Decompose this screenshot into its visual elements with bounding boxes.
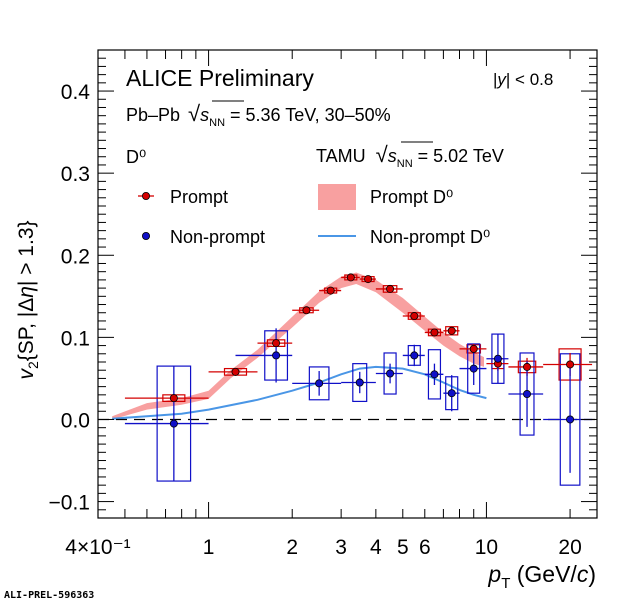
y-tick-label-2: 0.1: [61, 327, 90, 350]
plot-frame: [97, 49, 598, 519]
axis-ticks-layer: 4×10⁻¹ 1 2 3 4 5 6 10 20 −0.1 0.0 0.1 0.2 0.3 0.4: [49, 50, 597, 559]
nonprompt-point-4: [386, 369, 395, 378]
collision-system-label: Pb–Pb √sNN = 5.36 TeV, 30–50%: [126, 101, 391, 129]
nonprompt-point-10: [523, 390, 532, 399]
error-bars-layer: [124, 274, 593, 482]
prompt-point-11: [469, 344, 478, 353]
nonprompt-model-line: [112, 365, 487, 420]
x-tick-label-4: 4: [370, 536, 382, 559]
y-tick-label-1: 0.0: [61, 409, 90, 432]
nonprompt-point-1: [272, 351, 281, 360]
legend-prompt-band-label: Prompt D⁰: [370, 187, 453, 207]
prompt-point-4: [326, 286, 335, 295]
prompt-point-7: [386, 284, 395, 293]
prompt-point-0: [169, 394, 178, 403]
x-tick-label-6: 6: [419, 536, 431, 559]
nonprompt-point-11: [566, 415, 575, 424]
x-tick-label-0: 4×10⁻¹: [65, 536, 130, 559]
legend-nonprompt-line-label: Non-prompt D⁰: [370, 227, 490, 247]
nonprompt-point-3: [355, 378, 364, 387]
legend: Prompt Non-prompt Prompt D⁰ Non-prompt D…: [138, 184, 490, 247]
preliminary-id-label: ALI-PREL-596363: [4, 590, 94, 601]
prompt-model-band-layer: [112, 272, 484, 420]
prompt-model-band: [112, 272, 484, 420]
legend-prompt-label: Prompt: [170, 187, 228, 207]
x-tick-label-7: 10: [475, 536, 498, 559]
prompt-point-5: [346, 273, 355, 282]
nonprompt-point-6: [430, 370, 439, 379]
y-tick-label-0: −0.1: [49, 492, 90, 515]
prompt-point-1: [231, 367, 240, 376]
data-points-layer: [169, 273, 575, 428]
rapidity-label: |y| < 0.8: [493, 70, 553, 89]
prompt-point-14: [566, 360, 575, 369]
model-label: TAMU √sNN = 5.02 TeV: [316, 142, 504, 170]
nonprompt-point-0: [169, 419, 178, 428]
prompt-point-10: [447, 326, 456, 335]
x-tick-label-8: 20: [558, 536, 581, 559]
nonprompt-point-5: [410, 351, 419, 360]
y-tick-label-3: 0.2: [61, 245, 90, 268]
x-axis-title: pT (GeV/c): [487, 561, 596, 592]
nonprompt-point-9: [493, 354, 502, 363]
y-axis-title: v2{SP, |Δη| > 1.3}: [15, 220, 41, 379]
legend-prompt-band-swatch: [318, 184, 356, 210]
prompt-point-3: [302, 306, 311, 315]
x-tick-label-5: 5: [397, 536, 409, 559]
x-tick-label-2: 2: [286, 536, 298, 559]
nonprompt-point-7: [447, 389, 456, 398]
chart-title: ALICE Preliminary: [126, 65, 314, 91]
legend-prompt-marker: [141, 191, 150, 200]
legend-nonprompt-label: Non-prompt: [170, 227, 265, 247]
nonprompt-point-2: [315, 379, 324, 388]
nonprompt-model-line-layer: [112, 365, 487, 420]
x-tick-label-1: 1: [203, 536, 215, 559]
prompt-point-8: [410, 312, 419, 321]
prompt-point-2: [272, 339, 281, 348]
prompt-point-13: [523, 362, 532, 371]
prompt-point-6: [364, 275, 373, 284]
prompt-point-9: [430, 328, 439, 337]
y-tick-label-5: 0.4: [61, 81, 91, 104]
y-tick-label-4: 0.3: [61, 163, 90, 186]
x-tick-label-3: 3: [335, 536, 347, 559]
legend-nonprompt-marker: [141, 231, 150, 240]
nonprompt-point-8: [469, 364, 478, 373]
particle-label: D⁰: [126, 147, 146, 167]
